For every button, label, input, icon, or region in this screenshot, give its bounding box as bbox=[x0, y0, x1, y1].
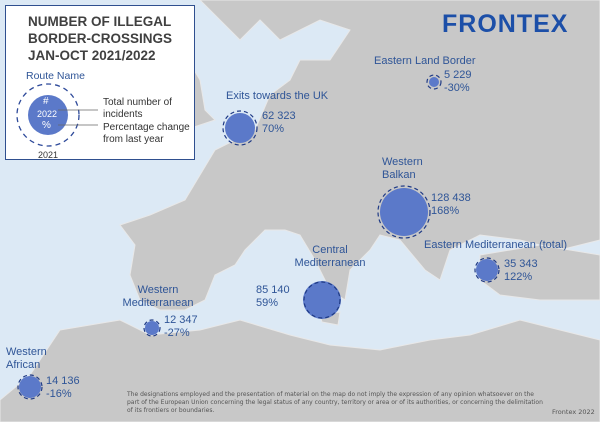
frontex-logo: FRONTEX bbox=[442, 10, 569, 38]
route-name-western-balkan: Western Balkan bbox=[382, 156, 423, 181]
legend-title-line: BORDER-CROSSINGS bbox=[28, 31, 173, 46]
legend-title: NUMBER OF ILLEGAL BORDER-CROSSINGS JAN-O… bbox=[28, 13, 172, 64]
route-values-western-med: 12 347 -27% bbox=[164, 314, 198, 340]
route-values-western-african: 14 136 -16% bbox=[46, 375, 80, 401]
legend-pct-label: Percentage change from last year bbox=[103, 122, 190, 145]
disclaimer: The designations employed and the presen… bbox=[127, 391, 543, 414]
route-circle-2022 bbox=[145, 321, 159, 335]
route-name-western-african: Western African bbox=[6, 346, 47, 371]
route-circle-2021 bbox=[222, 110, 258, 146]
land-mainland-europe bbox=[119, 0, 600, 311]
route-change: -16% bbox=[46, 388, 72, 400]
route-count: 14 136 bbox=[46, 375, 80, 387]
route-change: 122% bbox=[504, 271, 533, 283]
legend-2021: 2021 bbox=[38, 150, 59, 160]
route-circle-2022 bbox=[476, 259, 498, 281]
route-values-eastern-land: 5 229 -30% bbox=[444, 69, 472, 95]
route-count: 12 347 bbox=[164, 314, 198, 326]
route-circle-2021 bbox=[377, 185, 431, 239]
route-circle-2022 bbox=[19, 376, 41, 398]
route-circle-2022 bbox=[429, 77, 439, 87]
legend-percent: % bbox=[42, 120, 51, 131]
credit: Frontex 2022 bbox=[552, 408, 595, 416]
route-circle-2021 bbox=[17, 374, 43, 400]
route-name-uk: Exits towards the UK bbox=[226, 90, 329, 102]
land-turkey bbox=[479, 244, 600, 301]
legend-hash: # bbox=[43, 96, 49, 107]
route-circle-2021 bbox=[303, 281, 341, 319]
route-values-uk: 62 323 70% bbox=[262, 110, 296, 136]
legend-route-name: Route Name bbox=[26, 70, 85, 82]
route-count: 62 323 bbox=[262, 110, 296, 122]
route-values-eastern-med: 35 343 122% bbox=[504, 258, 538, 284]
route-circle-2021 bbox=[426, 74, 442, 90]
route-change: 59% bbox=[256, 297, 279, 309]
route-count: 35 343 bbox=[504, 258, 538, 270]
legend-total-label: Total number of incidents bbox=[103, 97, 172, 120]
route-name-eastern-med: Eastern Mediterranean (total) bbox=[424, 239, 568, 251]
route-name-western-med: Western Mediterranean bbox=[122, 284, 194, 309]
route-circle-2022 bbox=[303, 281, 341, 319]
route-count: 5 229 bbox=[444, 69, 472, 81]
route-name-eastern-land: Eastern Land Border bbox=[374, 55, 476, 67]
route-values-central-med: 85 140 59% bbox=[256, 284, 290, 310]
legend-circle-icon bbox=[16, 83, 98, 147]
route-change: 168% bbox=[431, 205, 460, 217]
route-values-western-balkan: 128 438 168% bbox=[431, 192, 471, 218]
route-change: -27% bbox=[164, 327, 190, 339]
route-change: -30% bbox=[444, 82, 470, 94]
legend-2022: 2022 bbox=[37, 109, 58, 119]
route-circle-2022 bbox=[380, 188, 428, 236]
route-count: 85 140 bbox=[256, 284, 290, 296]
route-count: 128 438 bbox=[431, 192, 471, 204]
route-circle-2022 bbox=[225, 113, 255, 143]
route-name-central-med: Central Mediterranean bbox=[294, 244, 366, 269]
route-circle-2021 bbox=[143, 319, 161, 337]
route-circle-2021 bbox=[474, 257, 500, 283]
land-north-africa bbox=[0, 319, 600, 422]
legend-title-line: JAN-OCT 2021/2022 bbox=[28, 48, 156, 63]
legend-title-line: NUMBER OF ILLEGAL bbox=[28, 14, 172, 29]
legend: NUMBER OF ILLEGAL BORDER-CROSSINGS JAN-O… bbox=[5, 5, 195, 160]
route-change: 70% bbox=[262, 123, 285, 135]
